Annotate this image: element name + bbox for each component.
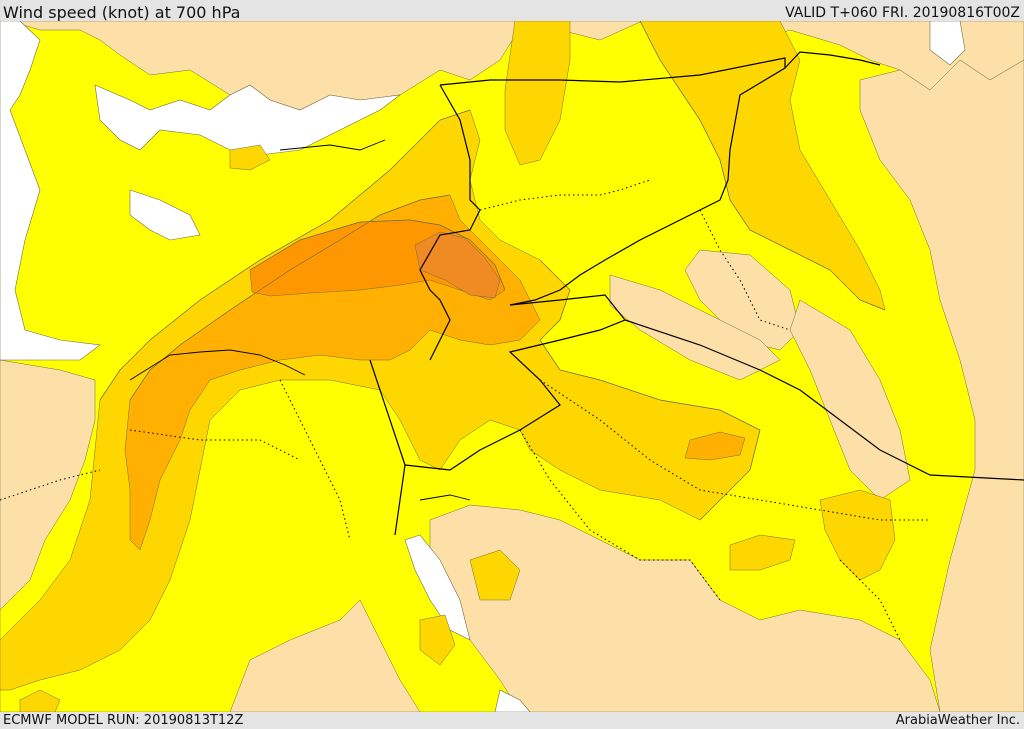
wind-band-15-20-sw-1: [19, 689, 61, 712]
wind-band-15-20-southeast: [819, 489, 896, 581]
border-line-7: [439, 84, 481, 211]
wind-band-20-25-east: [684, 431, 746, 461]
sea-island-patch: [129, 189, 201, 241]
wind-band-lt10-west: [0, 359, 96, 611]
wind-speed-map: [0, 21, 1024, 712]
model-run-label: ECMWF MODEL RUN: 20190813T12Z: [3, 713, 244, 728]
dotted-border-5: [129, 429, 301, 461]
wind-band-15-20-south-3: [419, 614, 456, 666]
dotted-border-2: [699, 209, 791, 331]
contour-line-1: [99, 109, 471, 401]
wind-band-lt10-south: [429, 504, 941, 712]
border-line-5: [394, 464, 406, 536]
dotted-border-8: [839, 559, 901, 641]
wind-band-15-20-north: [504, 21, 571, 166]
mediterranean-sea-west: [0, 21, 101, 361]
wind-band-30-plus: [414, 231, 501, 299]
wind-band-15-20-south-2: [469, 549, 521, 601]
coastline-2: [279, 139, 386, 151]
map-title: Wind speed (knot) at 700 hPa: [3, 3, 241, 22]
header-bar: Wind speed (knot) at 700 hPa VALID T+060…: [0, 0, 1024, 22]
border-line-4: [624, 319, 1024, 481]
wind-band-lt10-east: [859, 59, 1024, 712]
map-canvas: [0, 21, 1024, 712]
wind-band-15-20-north-patch: [229, 144, 271, 171]
contour-line-4: [539, 259, 761, 521]
aegean-sea: [94, 84, 402, 156]
wind-band-lt10-east-patch: [684, 249, 801, 351]
contour-line-5: [639, 21, 886, 311]
footer-bar: ECMWF MODEL RUN: 20190813T12Z ArabiaWeat…: [0, 712, 1024, 729]
dotted-border-7: [0, 469, 101, 501]
valid-time-label: VALID T+060 FRI. 20190816T00Z: [785, 5, 1020, 21]
red-sea-upper: [404, 534, 471, 641]
credit-label: ArabiaWeather Inc.: [895, 713, 1020, 728]
border-line-3: [784, 51, 881, 69]
red-sea-lower: [494, 689, 531, 712]
caspian-sea: [929, 21, 966, 66]
coastline-1: [129, 349, 306, 381]
border-line-8: [419, 209, 481, 361]
contour-line-3: [249, 219, 506, 291]
border-line-1: [439, 57, 786, 306]
wind-band-lt10-southwest: [229, 599, 421, 712]
border-line-2: [404, 294, 626, 471]
coastline-3: [419, 494, 471, 501]
wind-band-15-20-south-1: [729, 534, 796, 571]
border-line-6: [369, 359, 406, 466]
dotted-border-4: [519, 429, 721, 601]
